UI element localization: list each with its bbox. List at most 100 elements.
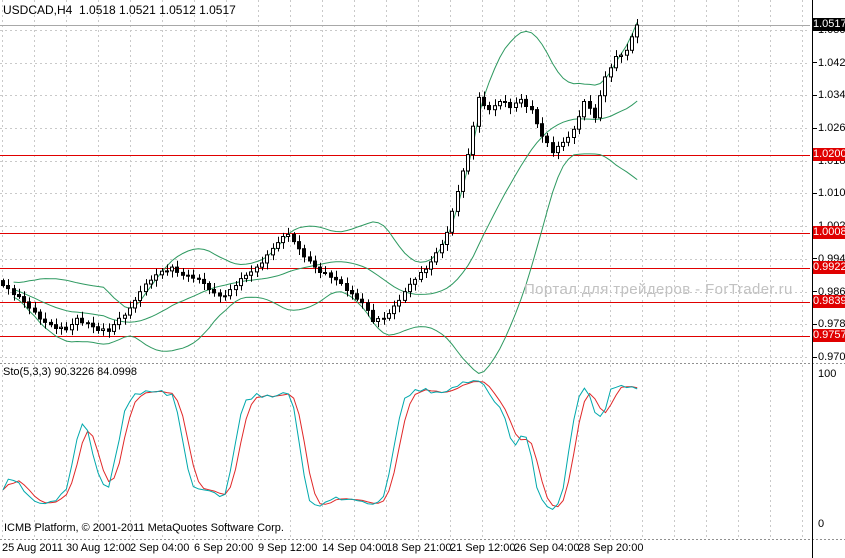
candle-bullish [160,270,164,276]
candle-bearish [302,248,306,258]
candle-bearish [33,307,37,313]
candle-bearish [96,326,100,332]
candle-bullish [260,262,264,268]
candle-bullish [477,96,481,127]
price-level-badge: 0.9839 [813,295,845,308]
candle-bullish [493,105,497,111]
candle-bullish [101,328,105,331]
candle-bearish [313,260,317,268]
price-tick-mark [813,128,817,129]
price-tick-mark [813,95,817,96]
candle-bearish [17,294,21,298]
candle-bullish [397,299,401,307]
candle-bullish [630,36,634,51]
candle-bullish [419,272,423,280]
candle-bearish [540,123,544,137]
candle-bullish [128,307,132,316]
candle-bullish [70,324,74,331]
candle-bearish [487,105,491,111]
stochastic-signal-line [2,380,638,508]
candle-bullish [598,95,602,119]
time-axis-label: 30 Aug 12:00 [66,542,131,554]
candle-bullish [456,191,460,212]
candle-bullish [498,101,502,107]
candle-bullish [265,254,269,264]
candle-bearish [345,283,349,291]
candle-bullish [609,67,613,78]
candle-bullish [519,98,523,104]
current-price-badge: 1.0517 [813,18,845,31]
candle-bullish [117,317,121,326]
time-axis-label: 21 Sep 12:00 [450,542,516,554]
candle-bearish [355,293,359,300]
candle-bullish [445,231,449,245]
price-axis[interactable]: 1.05051.04251.03451.02651.01851.01051.00… [812,0,845,558]
candle-bearish [27,301,31,309]
time-axis-label: 18 Sep 21:00 [386,542,452,554]
candle-bearish [191,274,195,279]
candle-bullish [249,271,253,276]
candle-bullish [582,101,586,118]
candle-bearish [6,285,10,290]
candle-bearish [80,317,84,324]
chart-title: USDCAD,H4 1.0518 1.0521 1.0512 1.0517 [3,3,236,17]
candle-bearish [49,321,53,326]
candle-bearish [503,101,507,103]
candle-bullish [138,291,142,302]
candle-bearish [12,288,16,296]
candle-bearish [308,256,312,262]
candle-bearish [175,266,179,273]
time-axis[interactable]: 25 Aug 2011 30 Aug 12:00 2 Sep 04:00 6 Sep … [0,540,812,558]
candle-bullish [234,285,238,291]
candle-bearish [197,277,201,280]
bollinger-lower-band [13,153,638,374]
price-tick-mark [813,324,817,325]
candle-bullish [286,233,290,237]
time-axis-label: 14 Sep 04:00 [322,542,388,554]
bollinger-layer [13,22,638,374]
time-axis-label: 6 Sep 20:00 [194,542,254,554]
time-axis-label: 2 Sep 04:00 [130,542,190,554]
sto-scale-max-label: 100 [818,368,837,380]
candle-bullish [461,170,465,192]
candle-bearish [329,272,333,278]
time-axis-label: 28 Sep 20:00 [578,542,644,554]
candle-bearish [350,290,354,295]
candle-bullish [566,136,570,143]
price-level-badge: 1.0008 [813,226,845,239]
hlines-layer [0,155,810,337]
candle-bullish [392,305,396,315]
price-tick-mark [813,357,817,358]
candle-bullish [413,278,417,285]
candle-bullish [154,274,158,281]
candle-bullish [149,279,153,285]
candle-bullish [466,154,470,172]
candle-bearish [54,324,58,330]
price-level-badge: 1.0200 [813,148,845,161]
sto-scale-min-label: 0 [818,518,825,530]
candle-bullish [186,274,190,277]
candle-bearish [588,101,592,109]
candle-bearish [202,278,206,284]
candle-bearish [181,271,185,276]
candle-bearish [297,241,301,250]
candle-bearish [334,276,338,281]
candle-bullish [271,247,275,256]
candle-bullish [244,274,248,280]
candle-bearish [524,98,528,108]
candle-bullish [561,141,565,147]
candle-bullish [614,56,618,69]
candle-bearish [212,289,216,294]
candle-bearish [530,106,534,111]
candle-bullish [577,116,581,130]
price-level-badge: 0.9757 [813,329,845,342]
candles-layer [1,19,639,338]
candle-bullish [123,314,127,319]
candle-bullish [424,268,428,274]
candle-bearish [339,279,343,285]
candle-bearish [323,272,327,274]
copyright-text: ICMB Platform, © 2001-2011 MetaQuotes So… [4,522,284,534]
separators-layer [0,363,845,540]
